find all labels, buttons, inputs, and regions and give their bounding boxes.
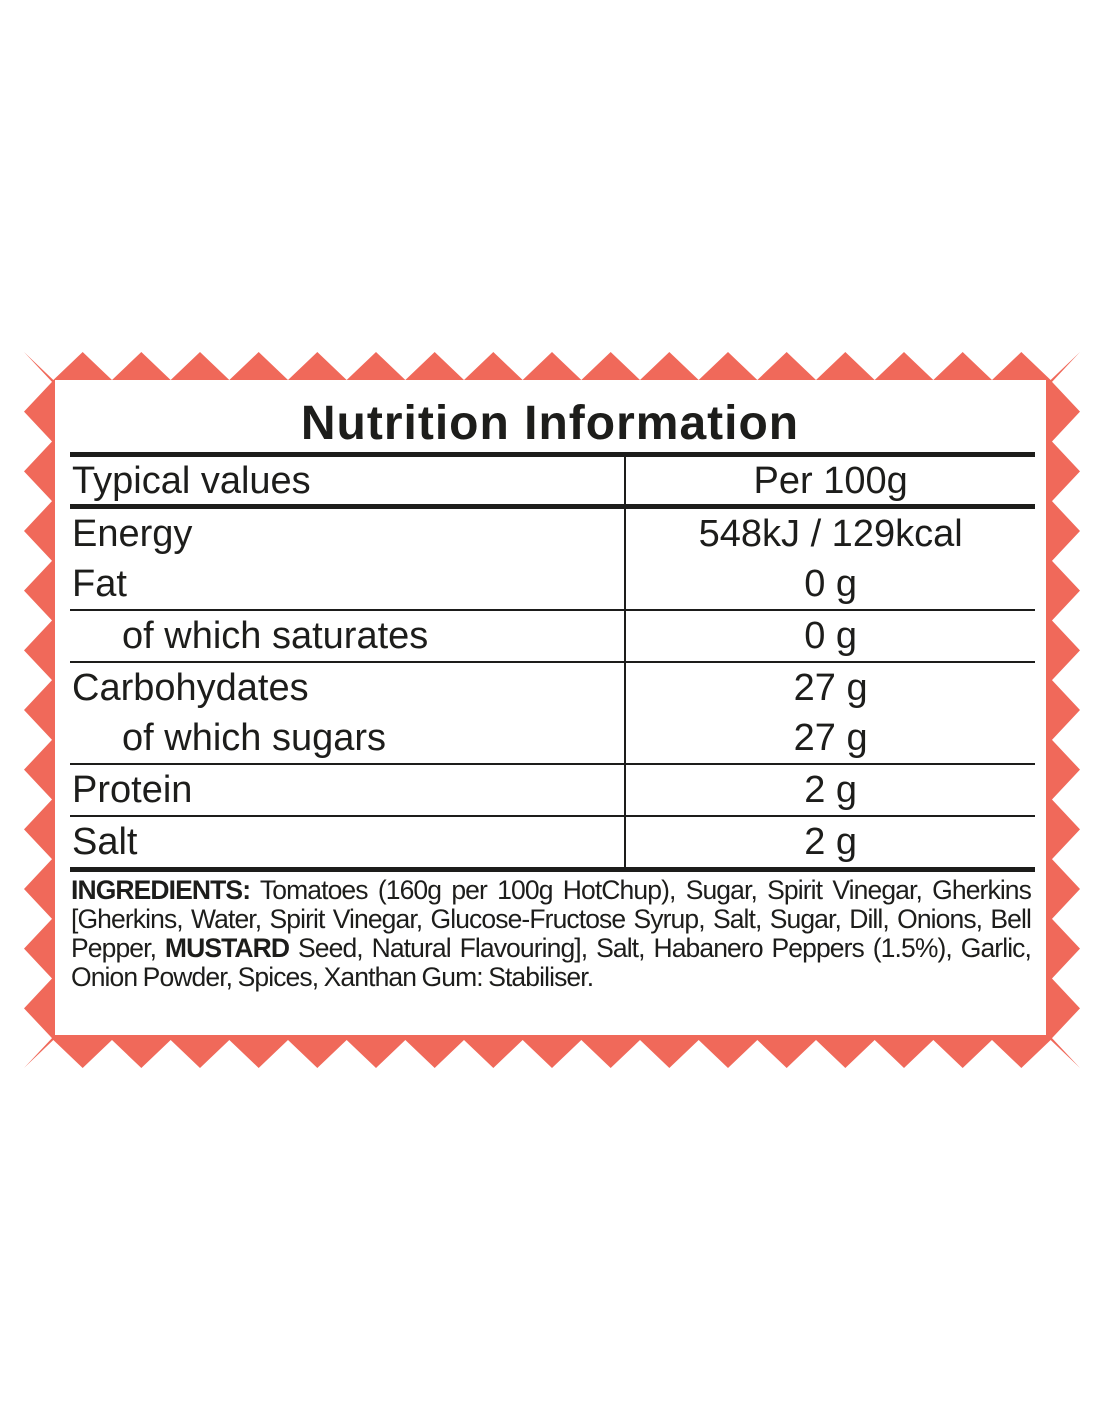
allergen: MUSTARD — [164, 933, 290, 963]
nutrient-value: 0 g — [624, 610, 1035, 663]
nutrient-label: Carbohydates — [72, 667, 309, 709]
nutrient-value: 27 g — [624, 662, 1035, 713]
nutrient-value: 2 g — [624, 764, 1035, 817]
nutrient-label: Energy — [72, 513, 193, 555]
ingredients-part-2: Seed, Natural Flavouring], Salt, Habaner… — [71, 933, 1032, 992]
table-row: Salt 2 g — [70, 816, 1035, 870]
header-value: Per 100g — [624, 454, 1035, 509]
table-row: of which sugars 27 g — [70, 713, 1035, 765]
header-label: Typical values — [70, 454, 626, 509]
nutrient-value: 27 g — [624, 713, 1035, 765]
nutrient-label: of which saturates — [70, 610, 626, 663]
ingredients-part-1: Tomatoes (160g per 100g HotChup), Sugar,… — [71, 875, 1032, 963]
ingredients-heading: INGREDIENTS: — [71, 875, 251, 905]
nutrient-label: Salt — [72, 821, 138, 863]
table-row: Energy 548kJ / 129kcal — [70, 506, 1035, 559]
table-row: Fat 0 g — [70, 559, 1035, 611]
table-row: Protein 2 g — [70, 764, 1035, 817]
nutrient-value: 548kJ / 129kcal — [624, 506, 1035, 559]
nutrient-label: of which sugars — [70, 713, 626, 765]
nutrient-label: Fat — [70, 559, 626, 611]
table-row: of which saturates 0 g — [70, 610, 1035, 663]
nutrition-table: Typical values Per 100g Energy 548kJ / 12… — [70, 452, 1035, 872]
table-row: Carbohydates 27 g — [70, 662, 1035, 713]
nutrient-label: Protein — [70, 764, 626, 817]
nutrient-value: 2 g — [624, 816, 1035, 870]
page-title: Nutrition Information — [300, 397, 800, 450]
table-header-row: Typical values Per 100g — [70, 454, 1035, 509]
ingredients-text: INGREDIENTS: Tomatoes (160g per 100g Hot… — [71, 875, 1032, 992]
nutrient-value: 0 g — [624, 559, 1035, 611]
